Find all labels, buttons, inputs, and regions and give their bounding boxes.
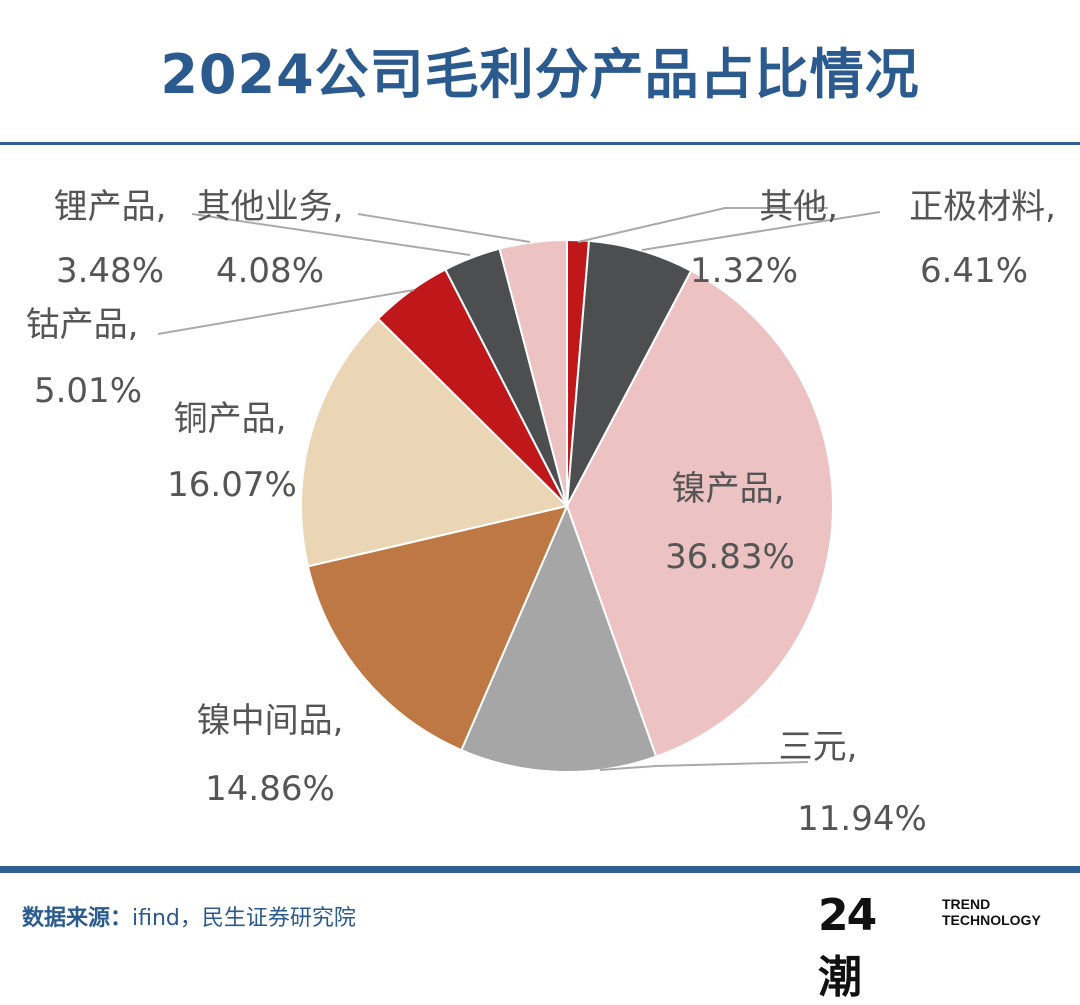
bottom-divider [0,866,1080,873]
pie-slice-3 [565,269,834,758]
slice-name-label: 锂产品, [54,187,167,227]
slice-value-label: 16.07% [167,465,297,505]
slice-value-label: 5.01% [34,371,142,411]
slice-name-label: 三元, [779,727,858,767]
pie-slice-5 [306,504,569,752]
leader-lines [157,207,881,771]
pie-slice-9 [498,238,568,507]
slice-value-label: 1.32% [690,251,798,291]
leader-line-7 [157,289,415,335]
slice-name-label: 铜产品, [174,399,287,439]
slice-value-label: 4.08% [216,251,324,291]
slice-name-label: 其他业务, [197,187,344,227]
leader-line-1 [577,207,828,243]
slice-name-label: 钴产品, [26,305,139,345]
source-value: ifind，民生证券研究院 [132,906,356,931]
pie-slice-4 [460,503,658,773]
slice-name-label: 其他, [759,187,838,227]
logo-text-trend: TREND [942,896,991,912]
slice-labels: 其他, 1.32% 正极材料, 6.41% 镍产品, 36.83% 三元, 11.94% 镍中间… [26,187,1056,839]
pie-chart: 其他, 1.32% 正极材料, 6.41% 镍产品, 36.83% 三元, 11.94% 镍中间… [26,187,1056,839]
leader-line-2 [641,211,881,251]
slice-value-label: 3.48% [56,251,164,291]
slice-name-label: 正极材料, [909,187,1056,227]
top-divider [0,142,1080,145]
source-note: 数据来源：ifind，民生证券研究院 [22,900,356,932]
logo-mark: 24潮 [818,890,877,1003]
pie-slice-6 [300,317,569,568]
logo-wordmark: TREND TECHNOLOGY [942,896,1041,928]
chart-title: 2024公司毛利分产品占比情况 [160,43,920,106]
slice-value-label: 11.94% [797,799,927,839]
pie-slices [300,238,834,773]
slice-name-label: 镍产品, [672,469,785,509]
leader-line-9 [357,213,531,243]
slice-value-label: 6.41% [920,251,1028,291]
slice-value-label: 14.86% [205,769,335,809]
logo-text-technology: TECHNOLOGY [942,912,1041,928]
leader-line-8 [191,213,471,256]
slice-value-label: 36.83% [665,537,795,577]
leader-line-4 [599,761,809,771]
source-key: 数据来源： [22,906,133,931]
slice-name-label: 镍中间品, [197,701,344,741]
